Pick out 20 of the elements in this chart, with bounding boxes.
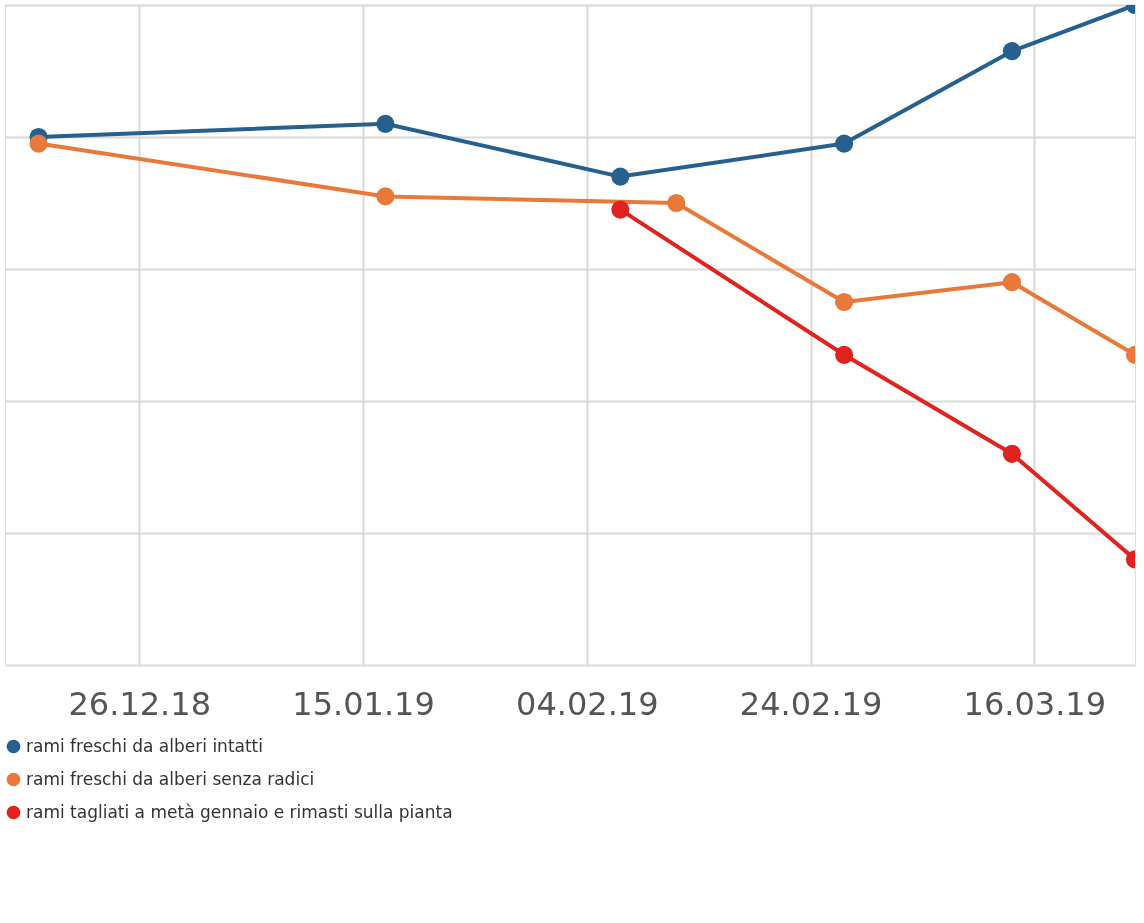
point	[29, 134, 48, 153]
point	[1002, 42, 1022, 61]
point	[611, 200, 630, 219]
x-tick-label: 26.12.18	[68, 684, 212, 723]
point	[611, 167, 630, 186]
point	[835, 134, 854, 153]
point	[376, 187, 395, 206]
x-tick-label: 24.02.19	[739, 684, 883, 723]
point	[667, 193, 686, 213]
point	[1002, 444, 1022, 463]
point	[835, 345, 854, 364]
x-tick-label: 04.02.19	[516, 684, 659, 723]
point	[376, 114, 395, 133]
legend-label: rami freschi da alberi intatti	[26, 735, 264, 756]
point	[835, 292, 854, 312]
legend-label: rami tagliati a metà gennaio e rimasti sulla pianta	[26, 801, 453, 822]
point	[1002, 273, 1022, 292]
x-tick-label: 16.03.19	[963, 684, 1107, 723]
x-tick-label: 15.01.19	[292, 684, 435, 723]
legend-label: rami freschi da alberi senza radici	[26, 768, 315, 789]
